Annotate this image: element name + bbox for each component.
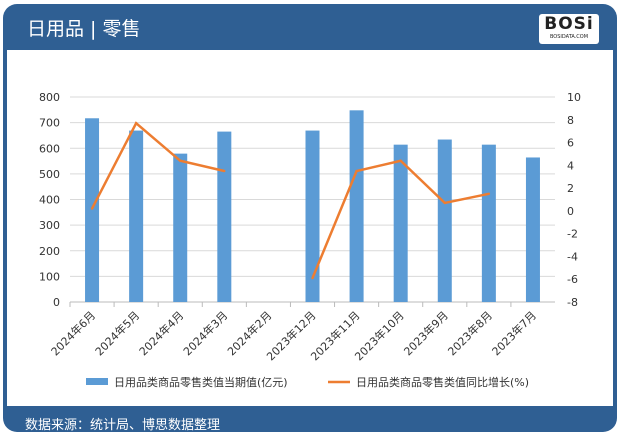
bar [349,110,364,302]
bosi-logo: BOSi BOSIDATA.COM [539,14,599,44]
bar [173,153,188,302]
x-tick-label: 2023年9月 [401,308,451,358]
bar [437,139,452,302]
legend-line-label: 日用品类商品零售类值同比增长(%) [356,375,529,389]
y-right-tick: 10 [567,91,581,104]
line-point [134,121,138,125]
x-tick-label: 2024年6月 [48,308,98,358]
y-right-tick: 6 [567,137,574,150]
y-left-tick: 0 [53,296,60,309]
bar [85,118,100,302]
growth-line [90,121,225,210]
line-point [487,192,491,196]
x-tick-label: 2024年5月 [92,308,142,358]
y-right-tick: -4 [567,250,578,263]
y-left-tick: 500 [39,168,60,181]
line-point [223,169,226,173]
y-left-tick: 200 [39,245,60,258]
y-left-tick: 800 [39,91,60,104]
data-source: 数据来源：统计局、博思数据整理 [25,418,221,432]
line-point [355,169,358,173]
x-tick-label: 2023年7月 [489,308,539,358]
bar [217,131,232,302]
bar [305,130,320,302]
y-right-tick: 8 [567,114,574,127]
line-point [90,207,94,210]
x-tick-label: 2024年4月 [136,308,186,358]
y-right-tick: 2 [567,182,574,195]
line-point [443,201,446,205]
y-left-tick: 300 [39,219,60,232]
y-right-tick: 0 [567,205,574,218]
y-left-tick: 100 [39,270,60,283]
line-point [399,159,402,162]
x-tick-label: 2023年8月 [445,308,495,358]
bar [129,130,144,302]
bar [393,144,408,302]
x-tick-label: 2024年3月 [180,308,230,358]
header: 日用品 | 零售 BOSi BOSIDATA.COM [3,4,617,50]
y-left-tick: 700 [39,117,60,130]
line-point [311,276,314,280]
y-right-tick: -6 [567,273,578,286]
legend-bar-label: 日用品类商品零售类值当期值(亿元) [114,375,288,389]
line-point [179,159,182,162]
y-right-tick: -8 [567,296,578,309]
bar [481,144,496,302]
y-right-tick: 4 [567,159,574,172]
page-title: 日用品 | 零售 [27,18,141,40]
bar [525,157,540,302]
y-left-tick: 400 [39,194,60,207]
y-left-tick: 600 [39,142,60,155]
legend-bar-swatch [86,378,108,385]
y-right-tick: -2 [567,228,578,241]
